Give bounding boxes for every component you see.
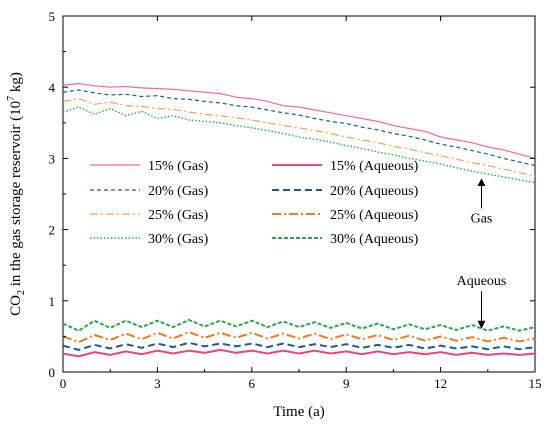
- x-tick-label: 15: [529, 376, 542, 391]
- legend: 15% (Gas) 20% (Gas) 25% (Gas) 30% (Gas) 15% …: [90, 159, 419, 247]
- legend-label-3: 25% (Gas): [148, 208, 209, 223]
- series-line-7: [62, 331, 536, 344]
- series-line-6: [62, 341, 536, 351]
- y-tick-label: 2: [49, 223, 56, 238]
- series-line-4: [62, 106, 536, 184]
- legend-label-5: 15% (Aqueous): [330, 159, 419, 174]
- legend-label-4: 30% (Gas): [148, 232, 209, 247]
- series-line-8: [62, 318, 536, 332]
- plot-frame: [62, 15, 536, 373]
- x-tick-label: 9: [343, 376, 350, 391]
- y-axis-title-prefix: CO: [8, 295, 24, 316]
- y-axis-title-middle: in the gas storage reservoir (10: [8, 101, 24, 290]
- series-line-5: [62, 348, 536, 358]
- series-line-2: [62, 89, 536, 167]
- x-tick-label: 3: [154, 376, 161, 391]
- series-layer: [62, 82, 536, 358]
- x-tick-label: 6: [249, 376, 256, 391]
- y-axis-title-superscript: 7: [6, 96, 17, 101]
- series-line-3: [62, 97, 536, 177]
- x-axis-title: Time (a): [273, 404, 325, 420]
- annotations: Gas Aqueous: [457, 178, 507, 329]
- y-axis-title: CO2 in the gas storage reservoir (107 kg…: [6, 72, 27, 316]
- y-axis-title-suffix: kg): [8, 72, 24, 96]
- legend-label-1: 15% (Gas): [148, 159, 209, 174]
- y-axis-title-subscript: 2: [16, 290, 27, 295]
- y-tick-label: 5: [49, 9, 56, 24]
- y-tick-label: 0: [49, 365, 56, 380]
- legend-label-6: 20% (Aqueous): [330, 184, 419, 199]
- x-tick-label: 0: [60, 376, 67, 391]
- y-tick-label: 4: [49, 80, 56, 95]
- legend-label-8: 30% (Aqueous): [330, 232, 419, 247]
- legend-label-2: 20% (Gas): [148, 184, 209, 199]
- y-tick-label: 3: [49, 151, 56, 166]
- series-line-1: [62, 82, 536, 159]
- plot-area: [62, 15, 536, 373]
- annotation-label-2: Aqueous: [457, 274, 507, 289]
- x-tick-label: 12: [434, 376, 447, 391]
- annotation-label-1: Gas: [471, 211, 493, 226]
- legend-label-7: 25% (Aqueous): [330, 208, 419, 223]
- y-tick-label: 1: [49, 294, 56, 309]
